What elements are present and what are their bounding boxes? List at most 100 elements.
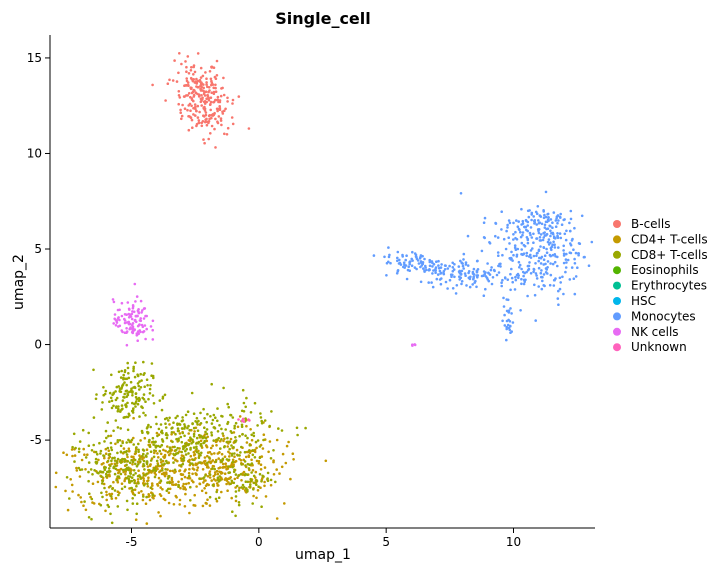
- data-point: [419, 265, 422, 269]
- data-point: [543, 223, 547, 227]
- data-point: [516, 225, 520, 228]
- data-point: [226, 489, 229, 493]
- data-point: [446, 267, 450, 270]
- data-point: [577, 252, 580, 255]
- data-point: [134, 392, 138, 396]
- data-point: [462, 267, 466, 270]
- data-point: [189, 448, 192, 451]
- data-point: [183, 425, 187, 428]
- data-point: [110, 462, 113, 466]
- data-point: [472, 275, 476, 279]
- data-point: [214, 460, 218, 464]
- data-point: [501, 253, 504, 257]
- data-point: [522, 282, 526, 286]
- y-tick-label: 0: [34, 338, 42, 352]
- data-point: [563, 232, 567, 236]
- data-point: [146, 384, 149, 387]
- data-point: [510, 250, 513, 254]
- data-point: [204, 111, 208, 114]
- x-tick-label: 10: [506, 535, 521, 549]
- data-point: [551, 231, 555, 235]
- data-point: [211, 444, 214, 448]
- data-point: [210, 460, 213, 464]
- data-point: [181, 485, 185, 488]
- data-point: [250, 479, 253, 483]
- data-point: [512, 221, 515, 225]
- data-point: [123, 370, 127, 374]
- data-point: [204, 474, 207, 477]
- data-point: [205, 97, 208, 100]
- data-point: [184, 482, 188, 486]
- data-point: [202, 92, 206, 96]
- data-point: [70, 483, 74, 487]
- data-point: [514, 275, 517, 279]
- data-point: [179, 111, 182, 114]
- data-point: [135, 502, 139, 506]
- data-point: [173, 445, 176, 449]
- data-point: [199, 80, 202, 83]
- data-point: [229, 476, 232, 479]
- data-point: [205, 502, 208, 505]
- data-point: [509, 307, 512, 310]
- data-point: [546, 266, 549, 269]
- data-point: [107, 434, 110, 438]
- data-point: [164, 449, 167, 453]
- data-point: [149, 463, 152, 467]
- data-point: [240, 419, 244, 423]
- data-point: [245, 441, 249, 444]
- data-point: [555, 215, 559, 218]
- data-point: [119, 376, 123, 379]
- data-point: [188, 458, 191, 462]
- data-point: [532, 241, 535, 244]
- data-point: [497, 254, 500, 257]
- data-point: [542, 216, 546, 220]
- data-point: [485, 276, 489, 280]
- data-point: [494, 222, 498, 225]
- data-point: [105, 436, 108, 440]
- data-point: [237, 474, 240, 478]
- data-point: [218, 108, 222, 111]
- data-point: [161, 467, 164, 470]
- legend-label: NK cells: [631, 325, 679, 339]
- data-point: [206, 451, 210, 454]
- data-point: [552, 284, 556, 287]
- legend-label: HSC: [631, 294, 656, 308]
- data-point: [202, 407, 205, 411]
- data-point: [557, 289, 560, 293]
- data-point: [542, 236, 545, 239]
- data-point: [230, 431, 234, 435]
- data-point: [551, 243, 554, 246]
- data-point: [558, 287, 562, 291]
- data-point: [206, 454, 209, 458]
- data-point: [238, 486, 241, 490]
- data-point: [210, 433, 214, 437]
- data-point: [240, 463, 243, 466]
- data-point: [465, 284, 468, 287]
- data-point: [164, 468, 167, 471]
- data-point: [451, 287, 455, 290]
- data-point: [398, 261, 402, 265]
- data-point: [396, 256, 399, 260]
- data-point: [251, 502, 254, 505]
- data-point: [533, 283, 536, 287]
- data-point: [131, 411, 135, 414]
- data-point: [443, 268, 447, 271]
- data-point: [439, 282, 443, 286]
- data-point: [280, 465, 284, 469]
- data-point: [530, 211, 534, 215]
- data-point: [193, 103, 197, 106]
- data-point: [556, 232, 559, 235]
- data-point: [247, 449, 251, 453]
- data-point: [261, 474, 264, 478]
- data-point: [295, 426, 299, 430]
- data-point: [249, 428, 252, 431]
- data-point: [120, 386, 124, 389]
- data-point: [145, 314, 148, 318]
- data-point: [430, 281, 433, 284]
- data-point: [568, 229, 572, 233]
- data-point: [131, 488, 135, 492]
- data-point: [94, 450, 98, 454]
- data-point: [539, 262, 543, 265]
- data-point: [174, 432, 177, 436]
- data-point: [133, 282, 137, 286]
